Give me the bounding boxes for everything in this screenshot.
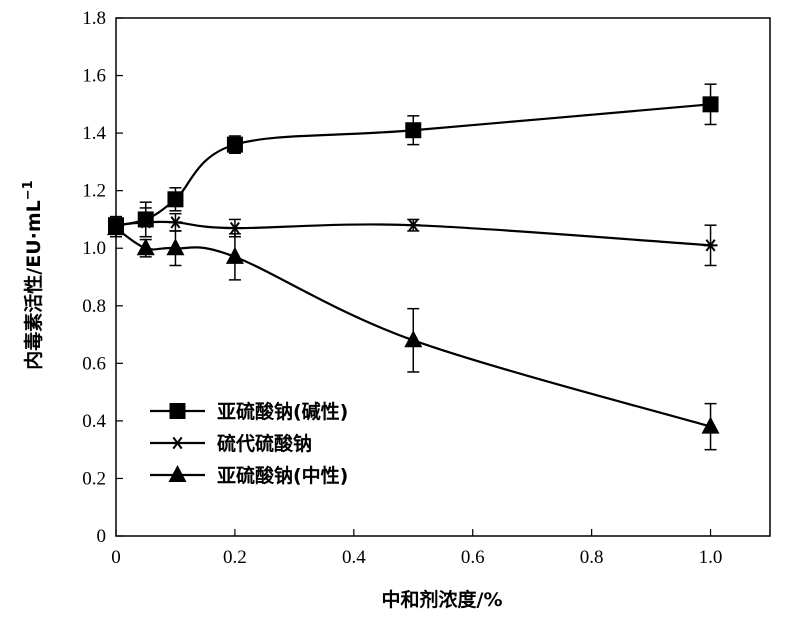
x-tick-label: 0.6 bbox=[461, 547, 485, 568]
x-tick-label: 0.2 bbox=[223, 547, 247, 568]
data-point-asterisk bbox=[406, 219, 421, 232]
x-axis-title: 中和剂浓度/% bbox=[382, 588, 503, 611]
y-tick-label: 0.2 bbox=[82, 468, 106, 489]
x-tick-label: 0.4 bbox=[342, 547, 366, 568]
legend-marker-asterisk bbox=[170, 436, 185, 450]
y-tick-label: 0.4 bbox=[82, 411, 106, 432]
plot-frame bbox=[115, 17, 771, 537]
data-point-asterisk bbox=[703, 239, 718, 252]
y-tick-label: 1.6 bbox=[82, 66, 106, 87]
data-point-asterisk-stroke bbox=[229, 221, 240, 235]
x-tick-label: 0 bbox=[111, 547, 121, 568]
data-point-triangle bbox=[225, 246, 244, 264]
y-tick-label: 0.8 bbox=[82, 296, 106, 317]
data-point-square bbox=[405, 122, 422, 139]
data-point-asterisk-stroke bbox=[408, 219, 419, 232]
data-point-square bbox=[226, 136, 243, 153]
data-point-asterisk-stroke bbox=[170, 216, 181, 229]
x-tick-label: 1.0 bbox=[699, 547, 723, 568]
legend-marker-asterisk-stroke bbox=[172, 436, 183, 450]
y-tick-label: 0 bbox=[97, 526, 107, 547]
y-tick-label: 0.6 bbox=[82, 353, 106, 374]
y-tick-label: 1.0 bbox=[82, 238, 106, 259]
y-axis-title-main: 内毒素活性/EU·mL bbox=[22, 200, 45, 369]
data-point-asterisk-stroke bbox=[140, 216, 151, 229]
legend-label: 亚硫酸钠(中性) bbox=[217, 464, 348, 487]
data-point-triangle bbox=[404, 330, 423, 348]
data-point-asterisk-stroke bbox=[705, 239, 716, 252]
y-axis-title: 内毒素活性/EU·mL−1 bbox=[21, 180, 45, 369]
legend-marker-square bbox=[169, 403, 186, 419]
y-tick-label: 1.2 bbox=[82, 181, 106, 202]
data-point-triangle bbox=[166, 238, 185, 256]
data-point-square bbox=[137, 211, 154, 228]
axes: 0 0.2 0.4 0.6 0.8 1.0 0 0.2 0.4 0.6 0.8 1.0 1.2 1.4 1.… bbox=[82, 8, 771, 568]
legend-marker-triangle bbox=[168, 465, 187, 482]
data-point-square bbox=[167, 191, 184, 208]
data-point-square bbox=[702, 96, 719, 113]
data-point-asterisk bbox=[138, 216, 153, 229]
series-lines bbox=[115, 103, 711, 428]
y-axis-title-superscript: −1 bbox=[21, 180, 36, 200]
data-point-triangle bbox=[701, 416, 720, 434]
data-point-triangle bbox=[136, 238, 155, 256]
data-point-asterisk bbox=[227, 221, 242, 235]
legend-label: 硫代硫酸钠 bbox=[217, 432, 312, 455]
data-markers bbox=[107, 96, 720, 434]
data-point-triangle bbox=[107, 218, 125, 236]
error-bars bbox=[110, 83, 717, 451]
data-point-asterisk bbox=[168, 216, 183, 229]
y-tick-label: 1.4 bbox=[82, 123, 106, 144]
y-tick-label: 1.8 bbox=[82, 8, 106, 29]
legend-label: 亚硫酸钠(碱性) bbox=[217, 400, 348, 423]
x-tick-label: 0.8 bbox=[580, 547, 604, 568]
